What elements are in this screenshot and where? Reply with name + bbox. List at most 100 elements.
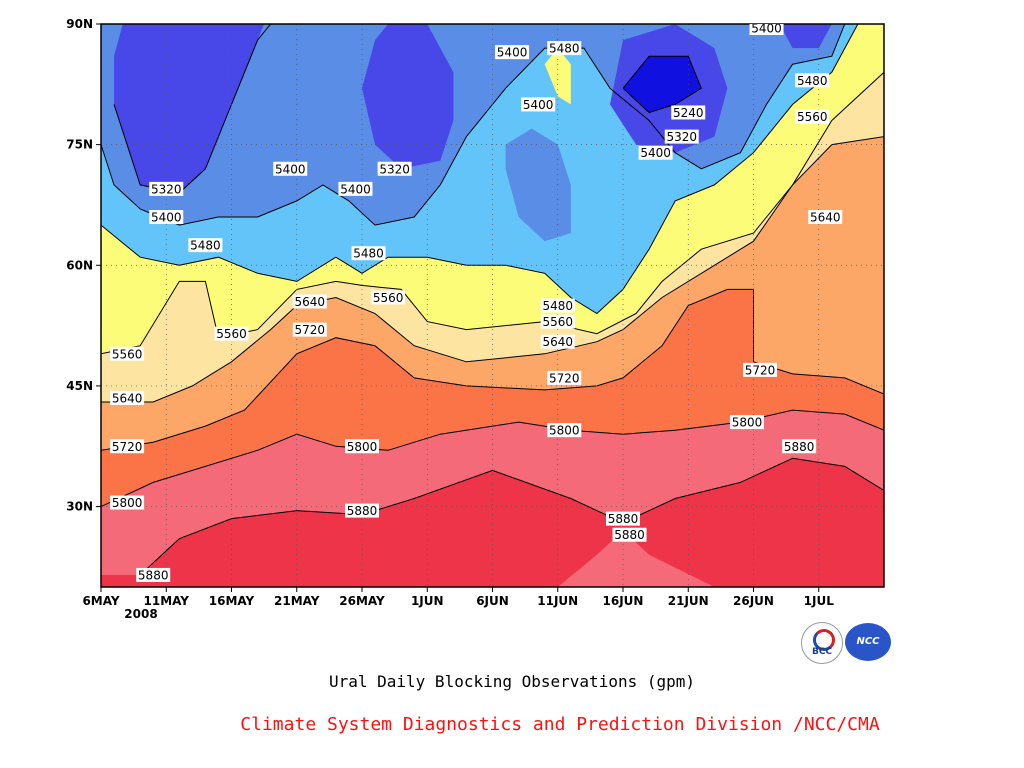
band-fill	[362, 24, 454, 169]
x-tick-label: 26MAY	[339, 594, 385, 608]
contour-label-box	[214, 326, 249, 341]
contour-label: 5720	[295, 323, 326, 337]
contour-label-box	[110, 346, 145, 361]
contour-label: 5720	[549, 371, 580, 385]
contour-label-box	[638, 145, 673, 160]
y-axis: 30N 45N 60N 75N 90N	[66, 17, 101, 514]
contour-line	[101, 136, 884, 403]
contour-label: 5400	[751, 22, 782, 36]
x-year-label: 2008	[124, 607, 157, 621]
contour-label: 5400	[151, 211, 182, 225]
x-tick-label: 6JUN	[476, 594, 509, 608]
x-tick-label: 21MAY	[274, 594, 320, 608]
contour-label: 5480	[190, 239, 221, 253]
contour-label-box	[110, 390, 145, 405]
contour-label-box	[540, 334, 575, 349]
y-tick-label: 60N	[66, 258, 93, 272]
x-tick-label: 1JUL	[804, 594, 835, 608]
contour-label-box	[345, 439, 379, 454]
contour-lines	[101, 24, 884, 576]
band-fill	[623, 56, 702, 113]
contour-label: 5800	[732, 416, 763, 430]
contour-label: 5880	[784, 440, 815, 454]
contour-label-box	[495, 45, 530, 60]
contour-label: 5400	[523, 98, 554, 112]
contour-label-box	[808, 210, 843, 225]
x-tick-label: 16MAY	[209, 594, 255, 608]
contour-chart: 5880 5880 5880 5880 5880 5800 5800 5800 5800 5720…	[66, 17, 885, 621]
contour-label: 5560	[797, 110, 828, 124]
contour-line	[101, 24, 846, 226]
contour-label-box	[749, 24, 784, 36]
x-tick-label: 16JUN	[603, 594, 644, 608]
contour-label: 5480	[542, 299, 573, 313]
contour-label: 5800	[112, 496, 143, 510]
y-tick-label: 75N	[66, 138, 93, 152]
contour-label-box	[729, 415, 764, 430]
contour-label-box	[149, 181, 184, 196]
contour-label-box	[671, 105, 706, 120]
contour-line	[113, 24, 271, 194]
contour-label: 5880	[138, 568, 169, 582]
contour-line	[101, 24, 859, 315]
contour-line	[139, 457, 884, 576]
x-tick-label: 1JUN	[411, 594, 444, 608]
contour-label: 5400	[640, 146, 671, 160]
bcc-logo: BCC	[801, 622, 843, 664]
contour-label: 5720	[745, 363, 776, 377]
contour-labels: 5880 5880 5880 5880 5880 5800 5800 5800 5800 5720…	[110, 22, 843, 582]
contour-label-box	[110, 439, 145, 454]
contour-label-box	[188, 238, 223, 253]
contour-label-box	[540, 298, 575, 313]
contour-label: 5480	[549, 42, 580, 56]
contour-label: 5640	[295, 295, 326, 309]
contour-label-box	[547, 41, 582, 56]
contour-label: 5560	[373, 291, 404, 305]
contour-label: 5480	[797, 74, 828, 88]
contour-label-box	[547, 370, 582, 385]
contour-line	[622, 55, 702, 114]
contour-line	[101, 71, 884, 355]
credit-line: Climate System Diagnostics and Predictio…	[240, 714, 880, 735]
contour-label: 5480	[353, 247, 384, 261]
contour-label-box	[149, 210, 184, 225]
x-tick-label: 21JUN	[668, 594, 709, 608]
contour-label: 5560	[542, 315, 573, 329]
ncc-logo-text: NCC	[856, 636, 880, 647]
band-fill	[779, 24, 832, 49]
contour-label-box	[795, 73, 830, 88]
ncc-logo: NCC	[845, 623, 891, 661]
contour-label-box	[292, 322, 327, 337]
y-tick-label: 90N	[66, 17, 93, 31]
contour-label: 5400	[497, 46, 528, 60]
band-fill	[114, 24, 265, 193]
contour-label: 5320	[666, 130, 697, 144]
band-fill	[505, 128, 571, 242]
contour-label-box	[371, 290, 406, 305]
contour-label: 5640	[542, 335, 573, 349]
contour-label-box	[136, 567, 171, 582]
contour-label: 5800	[347, 440, 378, 454]
contour-label-box	[782, 439, 817, 454]
contour-label-box	[345, 503, 379, 518]
contour-label: 5800	[549, 424, 580, 438]
x-tick-label: 11JUN	[537, 594, 578, 608]
chart-title: Ural Daily Blocking Observations (gpm)	[328, 672, 696, 691]
contour-label: 5320	[151, 182, 182, 196]
contour-label: 5240	[673, 106, 704, 120]
contour-fills	[101, 24, 884, 587]
contour-label: 5640	[810, 211, 841, 225]
contour-label-box	[795, 109, 830, 124]
bcc-swirl-icon	[813, 629, 835, 651]
band-fill	[557, 530, 715, 587]
contour-label: 5560	[112, 347, 143, 361]
bcc-logo-text: BCC	[811, 647, 833, 657]
contour-label: 5320	[379, 162, 410, 176]
contour-line	[101, 409, 884, 508]
x-axis: 6MAY 11MAY 16MAY 21MAY 26MAY 1JUN 6JUN 11JUN 16J…	[82, 587, 834, 621]
x-tick-label: 11MAY	[144, 594, 190, 608]
contour-label: 5720	[112, 440, 143, 454]
contour-label-box	[377, 161, 412, 176]
contour-label-box	[351, 246, 386, 261]
contour-label-box	[606, 511, 640, 526]
